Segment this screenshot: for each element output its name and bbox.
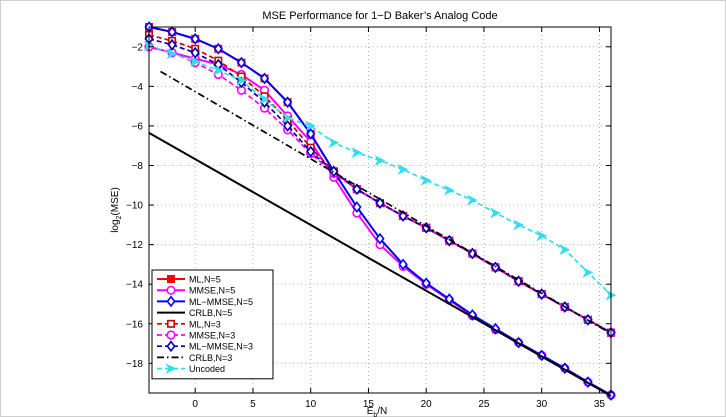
series-marker (165, 363, 177, 374)
legend-label: ML−MMSE,N=5 (189, 297, 253, 307)
legend-label: ML,N=3 (189, 319, 221, 329)
series-layer (143, 21, 617, 401)
legend-label: Uncoded (189, 364, 225, 374)
y-axis-label-sub: 2 (116, 215, 123, 219)
y-tick-label: −4 (132, 82, 144, 93)
series-marker (352, 183, 362, 196)
series-marker (167, 274, 176, 283)
legend-item: ML−MMSE,N=5 (157, 295, 253, 308)
legend-label: MMSE,N=3 (189, 331, 235, 341)
series-marker (282, 120, 293, 132)
series-marker (305, 120, 316, 132)
series-marker (166, 330, 176, 340)
x-tick-label: 0 (192, 399, 198, 410)
x-axis-label-tail: /N (377, 406, 387, 417)
legend-item: MMSE,N=5 (157, 285, 235, 296)
x-tick-label: 10 (305, 399, 317, 410)
ticks: 0 5 10 15 20 25 30 35 −2 −4 −6 −8 −10 −12 −14 −16 −18 (126, 27, 611, 410)
legend-item: ML,N=3 (157, 319, 221, 329)
legend-item: Uncoded (157, 363, 225, 374)
legend-label: ML,N=5 (189, 275, 221, 285)
series-3 (148, 131, 612, 397)
series-marker (582, 266, 594, 278)
legend-item: MMSE,N=3 (157, 330, 235, 341)
legend-item: CRLB,N=5 (157, 308, 232, 318)
x-axis-label-sub: b (373, 412, 377, 417)
series-marker (466, 194, 478, 206)
series-marker (236, 56, 247, 69)
legend-label: CRLB,N=3 (189, 353, 232, 363)
series-marker (282, 112, 293, 124)
y-tick-label: −18 (126, 359, 143, 370)
x-tick-label: 30 (536, 399, 548, 410)
series-marker (513, 219, 524, 231)
y-tick-label: −8 (132, 161, 144, 172)
series-marker (374, 155, 386, 166)
legend-item: ML−MMSE,N=3 (157, 340, 253, 353)
series-marker (443, 184, 455, 196)
y-axis-label-main: log (110, 219, 121, 232)
y-tick-label: −12 (126, 240, 143, 251)
series-marker (398, 210, 408, 222)
series-marker (536, 230, 547, 242)
series-marker (420, 174, 432, 186)
series-marker (306, 145, 316, 158)
series-marker (259, 72, 270, 85)
series-marker (167, 319, 176, 328)
series-marker (444, 234, 454, 247)
legend-item: CRLB,N=3 (157, 353, 232, 363)
y-axis-label-tail: (MSE) (110, 187, 121, 215)
legend-label: CRLB,N=5 (189, 308, 232, 318)
series-marker (166, 340, 176, 353)
y-tick-label: −6 (132, 121, 144, 132)
series-marker (282, 96, 293, 109)
series-marker (258, 93, 270, 105)
series-marker (328, 137, 340, 149)
series-marker (213, 42, 223, 55)
series-marker (235, 75, 247, 86)
series-marker (166, 295, 176, 308)
series-marker (167, 38, 177, 51)
series-marker (189, 56, 201, 68)
series-marker (397, 164, 409, 175)
x-tick-label: 20 (421, 399, 433, 410)
x-tick-label: 25 (478, 399, 490, 410)
series-marker (212, 65, 224, 76)
series-marker (559, 244, 571, 255)
chart-title: MSE Performance for 1−D Baker’s Analog C… (262, 10, 497, 22)
series-marker (352, 201, 362, 213)
x-axis-label: Eb/N (367, 406, 388, 417)
legend-label: MMSE,N=5 (189, 286, 235, 296)
series-marker (398, 258, 408, 271)
y-axis-label: log2(MSE) (110, 187, 123, 233)
y-tick-label: −14 (126, 280, 143, 291)
series-marker (560, 362, 570, 375)
y-tick-label: −16 (126, 319, 143, 330)
series-marker (166, 285, 176, 295)
series-marker (421, 277, 431, 290)
series-marker (467, 308, 478, 321)
series-marker (421, 221, 431, 234)
x-tick-label: 35 (594, 399, 606, 410)
series-marker (166, 48, 178, 60)
series-marker (167, 26, 177, 38)
y-tick-label: −2 (132, 42, 144, 53)
series-marker (306, 127, 316, 140)
series-marker (190, 46, 200, 59)
series-marker (190, 32, 200, 45)
series-marker (351, 147, 363, 159)
x-tick-label: 15 (363, 399, 375, 410)
legend-item: ML,N=5 (157, 275, 221, 285)
x-tick-label: 5 (250, 399, 256, 410)
plot-frame (148, 26, 612, 394)
series-line (148, 131, 612, 397)
y-tick-label: −10 (126, 201, 143, 212)
series-marker (375, 232, 385, 245)
legend-label: ML−MMSE,N=3 (189, 342, 253, 352)
x-axis-label-main: E (367, 406, 374, 417)
series-marker (489, 207, 501, 219)
